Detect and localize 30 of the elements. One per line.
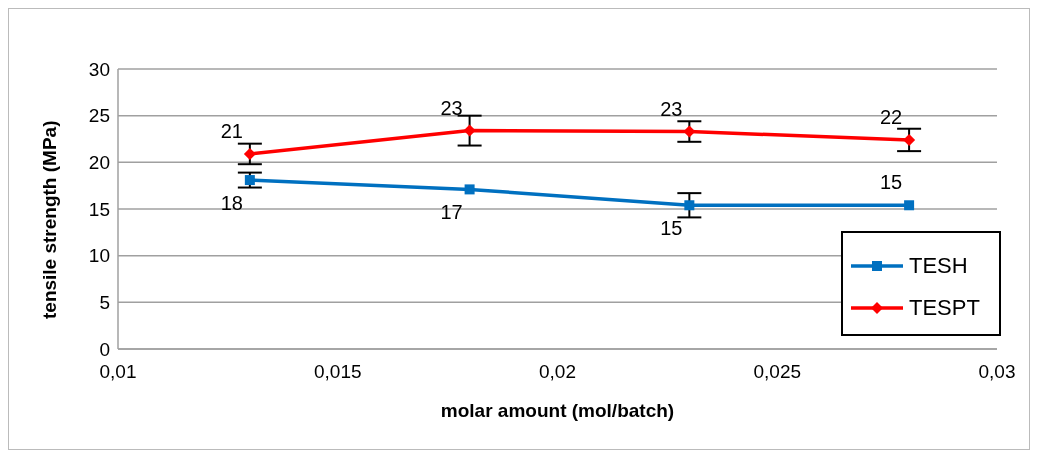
x-tick-label: 0,02 — [539, 361, 576, 383]
y-axis-title: tensile strength (MPa) — [38, 120, 60, 319]
data-label: 23 — [440, 96, 463, 119]
data-label: 21 — [220, 119, 243, 142]
point — [244, 175, 255, 186]
legend-label: TESPT — [909, 295, 980, 321]
data-label: 18 — [220, 192, 243, 215]
x-tick-label: 0,025 — [753, 361, 802, 383]
data-label: 23 — [660, 97, 683, 120]
point — [903, 133, 916, 146]
point — [243, 147, 256, 160]
data-label: 15 — [879, 171, 903, 194]
legend-label: TESH — [909, 253, 968, 279]
point — [464, 184, 475, 195]
point — [904, 200, 915, 211]
point — [684, 200, 695, 211]
x-axis-title: molar amount (mol/batch) — [440, 400, 675, 421]
y-tick-label: 15 — [88, 198, 110, 220]
y-tick-label: 20 — [88, 152, 110, 174]
x-tick-label: 0,03 — [978, 361, 1016, 383]
x-tick-label: 0,01 — [99, 361, 137, 383]
x-tick-label: 0,015 — [313, 361, 362, 383]
y-tick-label: 5 — [99, 292, 110, 314]
y-tick-label: 10 — [88, 245, 110, 267]
y-tick-label: 0 — [99, 338, 110, 360]
y-tick-label: 25 — [88, 105, 110, 127]
data-label: 17 — [440, 201, 463, 224]
y-tick-label: 30 — [88, 58, 110, 80]
data-label: 15 — [660, 217, 683, 240]
data-label: 22 — [879, 105, 903, 128]
